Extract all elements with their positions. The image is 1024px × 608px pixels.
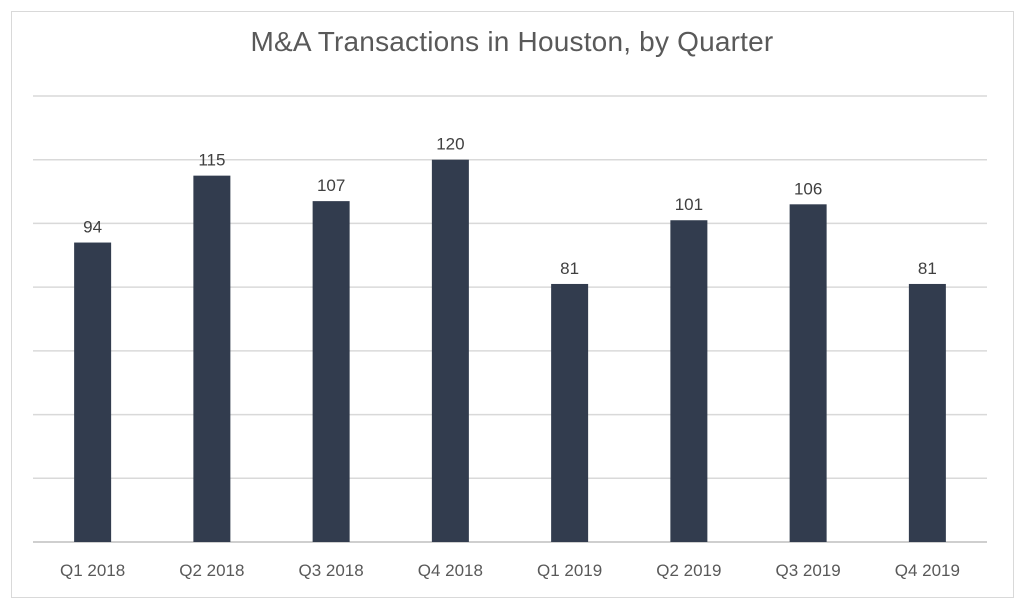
bar xyxy=(431,159,469,542)
x-tick-label: Q2 2018 xyxy=(179,561,244,580)
bar xyxy=(789,204,827,543)
bar xyxy=(551,283,589,542)
chart-frame xyxy=(11,11,1014,598)
gridlines xyxy=(33,95,987,543)
x-tick-label: Q1 2019 xyxy=(537,561,602,580)
bar xyxy=(312,201,350,542)
x-tick-label: Q2 2019 xyxy=(656,561,721,580)
data-label: 94 xyxy=(83,218,102,237)
x-tick-label: Q1 2018 xyxy=(60,561,125,580)
bar xyxy=(908,283,946,542)
x-tick-label: Q3 2018 xyxy=(299,561,364,580)
x-tick-label: Q4 2018 xyxy=(418,561,483,580)
data-label: 107 xyxy=(317,176,345,195)
bar xyxy=(670,220,708,542)
x-axis-tick-labels: Q1 2018 Q2 2018 Q3 2018 Q4 2018 Q1 2019 Q2 20… xyxy=(60,561,960,580)
data-label: 81 xyxy=(560,259,579,278)
bar xyxy=(193,175,231,542)
data-label: 106 xyxy=(794,179,822,198)
data-label: 115 xyxy=(198,151,225,170)
x-tick-label: Q4 2019 xyxy=(895,561,960,580)
data-label: 101 xyxy=(675,195,703,214)
data-label: 81 xyxy=(918,259,937,278)
data-labels: 94 115 107 120 81 101 106 81 xyxy=(83,135,937,278)
bar xyxy=(74,242,112,543)
chart-title: M&A Transactions in Houston, by Quarter xyxy=(250,26,774,57)
bars xyxy=(74,159,946,543)
data-label: 120 xyxy=(436,135,464,154)
x-tick-label: Q3 2019 xyxy=(776,561,841,580)
